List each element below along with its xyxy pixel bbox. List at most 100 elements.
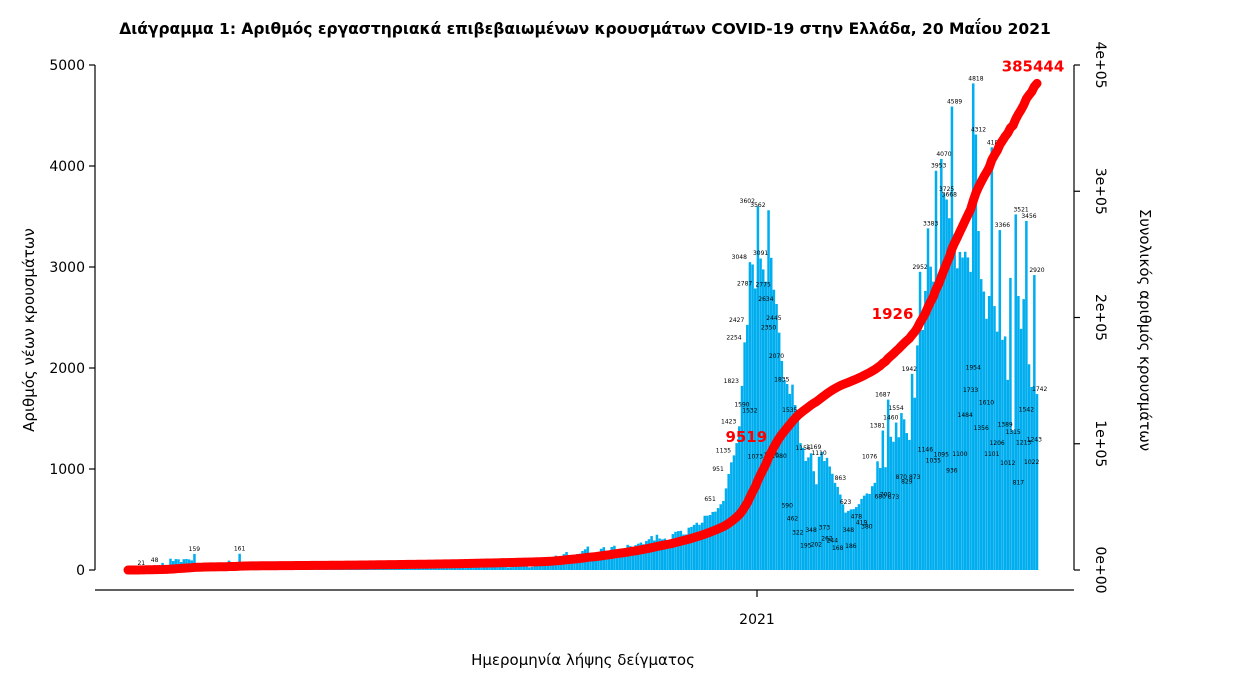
- bar: [1014, 214, 1017, 570]
- bar: [435, 567, 438, 570]
- bar-value-label: 1835: [774, 377, 789, 384]
- bar: [440, 567, 443, 570]
- bar: [833, 482, 837, 570]
- right-tick-label: 2e+05: [1092, 294, 1108, 341]
- bar-value-label: 680: [874, 493, 886, 500]
- bar-value-label: 1035: [926, 458, 941, 465]
- x-axis-title: Ημερομηνία λήψης δείγματος: [471, 651, 695, 669]
- bar-value-label: 873: [909, 474, 921, 481]
- bar: [855, 507, 858, 570]
- bar: [987, 295, 991, 570]
- bar: [530, 566, 534, 570]
- bar-value-label: 1356: [974, 425, 989, 432]
- bar: [621, 552, 624, 570]
- bar-value-label: 1076: [862, 453, 877, 460]
- bar-value-label: 3091: [753, 250, 768, 257]
- bar: [498, 565, 502, 570]
- bar: [902, 419, 906, 570]
- bar: [754, 288, 757, 570]
- cumulative-value-label: 9519: [725, 428, 767, 446]
- bar: [1017, 295, 1020, 570]
- bar: [908, 439, 911, 570]
- bar-value-label: 478: [851, 514, 863, 521]
- bar: [488, 566, 491, 570]
- bar-value-label: 1554: [888, 405, 903, 412]
- bar: [490, 566, 494, 570]
- bar: [629, 546, 632, 570]
- bar: [424, 567, 427, 570]
- bar: [650, 536, 653, 570]
- bar: [849, 509, 853, 570]
- bar-value-label: 700: [880, 491, 892, 498]
- bar: [615, 550, 619, 570]
- bar: [1006, 379, 1010, 570]
- bar: [971, 83, 975, 570]
- bar-value-label: 1146: [918, 446, 933, 453]
- bar: [671, 534, 675, 570]
- bar: [413, 568, 417, 570]
- bar: [772, 289, 776, 570]
- bar: [995, 331, 999, 570]
- bar: [852, 509, 855, 570]
- bar-value-label: 21: [137, 560, 145, 567]
- bar-value-label: 651: [704, 496, 716, 503]
- y-axis-title: Αριθμός νέων κρουσμάτων: [20, 228, 38, 432]
- bar: [653, 540, 656, 570]
- right-tick-label: 1e+05: [1092, 420, 1108, 467]
- bar: [626, 544, 629, 570]
- bar: [573, 557, 576, 570]
- bar-value-label: 1110: [811, 450, 826, 457]
- bar: [1001, 339, 1004, 570]
- bar: [748, 262, 752, 570]
- bar: [870, 486, 874, 570]
- bar: [932, 281, 935, 570]
- bar: [732, 455, 736, 570]
- x-tick-label: 2021: [739, 612, 775, 628]
- bar-value-label: 2920: [1029, 267, 1044, 274]
- y2-axis-title: Συνολικός αριθμός κρουσμάτων: [1136, 209, 1154, 451]
- bar: [894, 422, 898, 570]
- bar: [456, 567, 459, 570]
- bar: [437, 567, 441, 570]
- bar: [1033, 275, 1036, 570]
- bar: [496, 567, 499, 570]
- bar-value-label: 936: [946, 468, 958, 475]
- bar: [953, 234, 956, 570]
- bar: [825, 457, 829, 570]
- bar-value-label: 829: [901, 478, 913, 485]
- bar: [708, 514, 712, 570]
- bar: [788, 393, 792, 570]
- bar: [793, 405, 797, 570]
- bar: [857, 504, 861, 570]
- bar: [804, 460, 808, 570]
- bar: [594, 555, 598, 570]
- bar: [1009, 277, 1012, 570]
- bar-value-label: 1101: [984, 451, 999, 458]
- bar: [714, 511, 717, 570]
- bar-value-label: 322: [792, 530, 804, 537]
- bar: [429, 568, 433, 570]
- bar: [900, 413, 903, 570]
- bar-value-label: 1012: [1000, 460, 1015, 467]
- bar: [940, 158, 943, 570]
- bar: [419, 567, 422, 570]
- bar: [695, 522, 699, 570]
- bar-value-label: 1460: [883, 415, 898, 422]
- bar: [647, 539, 651, 570]
- bar: [956, 268, 959, 570]
- bar: [645, 541, 648, 570]
- bar: [764, 281, 768, 570]
- right-y-axis: 0e+00 1e+05 2e+05 3e+05 4e+05: [1073, 41, 1108, 594]
- bar-value-label: 4312: [971, 127, 986, 134]
- bar: [820, 451, 823, 570]
- bar: [985, 318, 988, 570]
- bar-value-label: 1535: [782, 407, 797, 414]
- bar: [945, 199, 948, 570]
- bar-value-label: 4818: [968, 75, 983, 82]
- bar: [958, 251, 962, 570]
- bar-value-label: 2775: [756, 282, 771, 289]
- bar: [711, 511, 714, 570]
- bar: [934, 170, 938, 570]
- bar-value-label: 1022: [1024, 459, 1039, 466]
- bar: [618, 548, 621, 570]
